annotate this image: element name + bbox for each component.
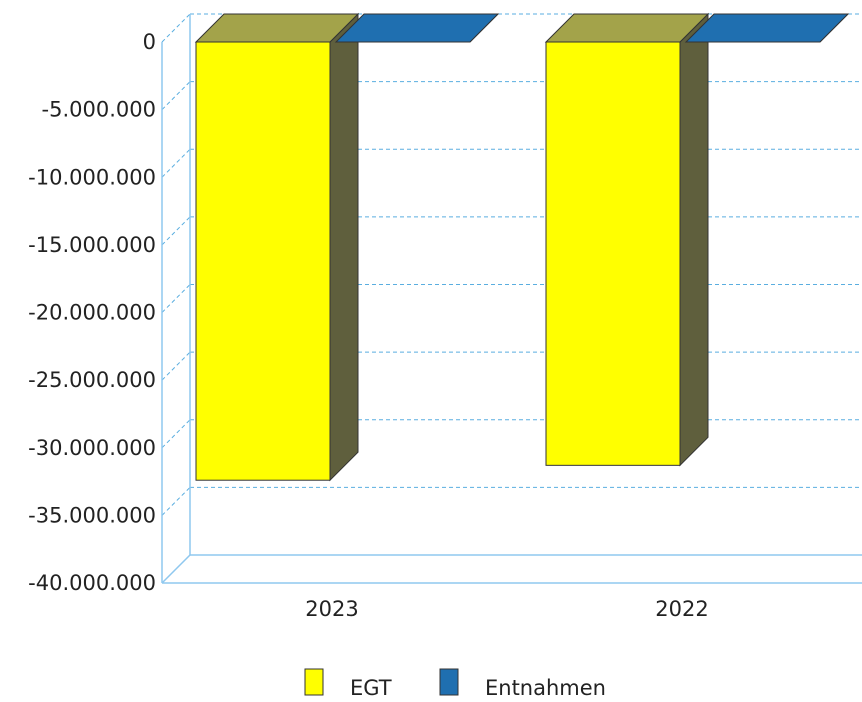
bar-egt-2023 (194, 12, 360, 482)
legend-swatch (439, 668, 459, 696)
axis-layer (161, 14, 862, 584)
bar-egt-2022 (544, 12, 710, 467)
legend-label: EGT (350, 676, 392, 700)
floor-depth-edge (161, 554, 191, 584)
x-axis-tick-labels: 2023 2022 (305, 597, 708, 621)
gridline-depth (161, 487, 191, 516)
gridline-depth (161, 284, 191, 313)
y-tick-label: -15.000.000 (28, 233, 156, 257)
y-tick-label: -10.000.000 (28, 165, 156, 189)
legend-label: Entnahmen (485, 676, 606, 700)
y-tick-label: -40.000.000 (28, 571, 156, 595)
gridline-depth (161, 13, 191, 43)
y-tick-label: 0 (143, 30, 156, 54)
x-tick-label: 2022 (655, 597, 708, 621)
legend-item-entnahmen: Entnahmen (439, 668, 606, 700)
gridline-depth (161, 81, 191, 110)
y-tick-label: -25.000.000 (28, 368, 156, 392)
gridline-depth (161, 419, 191, 449)
y-tick-label: -30.000.000 (28, 436, 156, 460)
legend-item-egt: EGT (304, 668, 392, 700)
bar-entnahmen-2023 (334, 13, 500, 43)
gridline-depth (161, 148, 191, 178)
y-axis-tick-labels: 0 -5.000.000 -10.000.000 -15.000.000 -20.000… (28, 30, 156, 595)
bars-layer (194, 12, 850, 482)
y-tick-label: -20.000.000 (28, 301, 156, 325)
x-tick-label: 2023 (305, 597, 358, 621)
gridline-depth (161, 216, 191, 246)
bar-entnahmen-2022 (684, 13, 850, 43)
y-tick-label: -5.000.000 (42, 98, 156, 122)
y-tick-label: -35.000.000 (28, 503, 156, 527)
gridline-depth (161, 351, 191, 381)
legend-swatch (304, 668, 324, 696)
legend: EGT Entnahmen (304, 668, 606, 700)
